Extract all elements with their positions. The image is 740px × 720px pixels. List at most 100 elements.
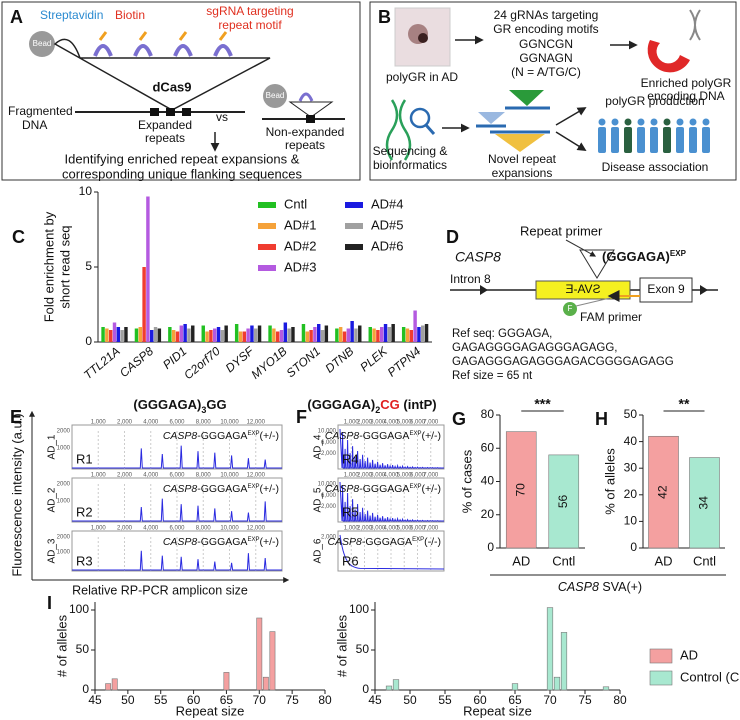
panel-title-part: (GGGAGA)	[133, 397, 201, 412]
label: repeats	[145, 131, 185, 145]
person-body	[676, 127, 684, 153]
legend-label: AD#3	[284, 259, 317, 274]
x-tick-label: PTPN4	[385, 344, 424, 380]
x-tick-label: 75	[578, 693, 592, 707]
y-tick-label: 20	[624, 487, 638, 501]
bar	[291, 327, 295, 342]
panel-title-part: (intP)	[400, 397, 437, 412]
bar	[421, 325, 425, 342]
histology-image	[394, 7, 451, 67]
y-tick-label: 0	[82, 682, 89, 696]
y-tick-label: 40	[481, 474, 495, 488]
trace-label-part: CASP8	[325, 430, 360, 442]
x-tick-label: TTL21A	[81, 344, 123, 382]
panel-letter: C	[12, 227, 25, 247]
legend-label: AD	[680, 647, 698, 662]
trace-tick: 6,000	[321, 493, 337, 499]
bar	[153, 327, 158, 342]
legend-swatch	[649, 670, 673, 686]
x-tick-label: 45	[88, 693, 102, 707]
bar	[346, 328, 351, 342]
bar	[212, 328, 217, 342]
legend-swatch	[258, 265, 276, 271]
trace-tick: 4,000	[143, 420, 159, 426]
bar	[424, 324, 429, 342]
label: FAM primer	[580, 310, 642, 324]
bar	[417, 327, 421, 342]
trace-label: CASP8-GGGAGAEXP(+/-)	[163, 536, 279, 548]
bar	[648, 435, 679, 549]
trace-label: CASP8-GGGAGAEXP(+/-)	[163, 483, 279, 495]
bar	[368, 327, 372, 342]
trace-tick: 3,000	[370, 473, 386, 479]
trace-tick: 2000	[57, 482, 71, 488]
trace-tick: 1,000	[91, 420, 107, 426]
trace-tick: 10,000	[318, 482, 337, 488]
trace-label-part: (+/-)	[259, 430, 279, 442]
panel-letter: I	[47, 593, 52, 613]
x-tick-label: 45	[368, 693, 382, 707]
bar	[101, 327, 105, 342]
x-tick-label: 55	[154, 693, 168, 707]
x-tick-label: CASP8	[117, 344, 156, 380]
x-tick-label: AD	[512, 553, 530, 568]
x-tick-label: 65	[220, 693, 234, 707]
bar	[391, 324, 395, 342]
label: Disease association	[602, 160, 709, 174]
panel-letter: H	[595, 409, 608, 429]
label: Biotin	[115, 8, 145, 22]
label: 24 gRNAs targeting	[494, 8, 599, 22]
legend-label: AD#4	[371, 196, 404, 211]
person-body	[663, 127, 671, 153]
person-body	[650, 127, 658, 153]
trace-label-part: -GGGAGA	[362, 536, 412, 548]
label: GAGAGGGAGAGGGAGACGGGGAGAGG	[452, 356, 674, 368]
x-tick-label: 50	[403, 693, 417, 707]
repeat	[306, 115, 315, 123]
x-tick-label: 55	[438, 693, 452, 707]
trace-label-part: -GGGAGA	[359, 430, 409, 442]
value-label: 34	[697, 496, 711, 510]
bar	[242, 331, 247, 342]
bar	[342, 331, 347, 342]
bar	[168, 327, 172, 342]
person-head	[598, 118, 606, 126]
trace-tick: 2,000	[321, 504, 337, 510]
x-tick-label: 60	[473, 693, 487, 707]
x-tick-label: 70	[543, 693, 557, 707]
bar	[313, 327, 317, 342]
trace-tick: 2,000	[117, 526, 133, 532]
bar	[116, 327, 121, 342]
trace-tick: 10,000	[220, 420, 239, 426]
trace-tick: 2,000	[357, 526, 373, 532]
axis-label: Repeat size	[463, 703, 532, 718]
trace-tick: 4,000	[143, 473, 159, 479]
trace-tick: 2,000	[357, 473, 373, 479]
trace-tick: 10,000	[318, 429, 337, 435]
panel-title: (GGGAGA)2CG (intP)	[307, 397, 436, 415]
bar	[254, 328, 258, 342]
trace-tick: 8,000	[196, 526, 212, 532]
legend-label: AD#1	[284, 217, 317, 232]
trace-label-part: EXP	[409, 484, 421, 490]
x-tick-label: DTNB	[322, 344, 356, 376]
trace-tick: 5,000	[397, 473, 413, 479]
y-tick-label: 0	[487, 540, 494, 554]
bar	[142, 267, 146, 342]
bead	[263, 84, 287, 108]
trace	[339, 534, 445, 570]
label: repeat motif	[218, 18, 282, 32]
sample: AD_2	[47, 487, 58, 512]
repeat-region	[579, 249, 615, 279]
region: R4	[342, 451, 359, 466]
bar	[354, 328, 358, 342]
x-tick-label: 80	[613, 693, 627, 707]
bar	[205, 331, 209, 342]
magnifier	[409, 107, 431, 129]
trace-tick: 1000	[57, 550, 71, 556]
trace-tick: 1,000	[344, 473, 360, 479]
legend-swatch	[258, 202, 276, 208]
y-tick-label: 10	[79, 184, 93, 198]
trace-label-part: -GGGAGA	[359, 483, 409, 495]
